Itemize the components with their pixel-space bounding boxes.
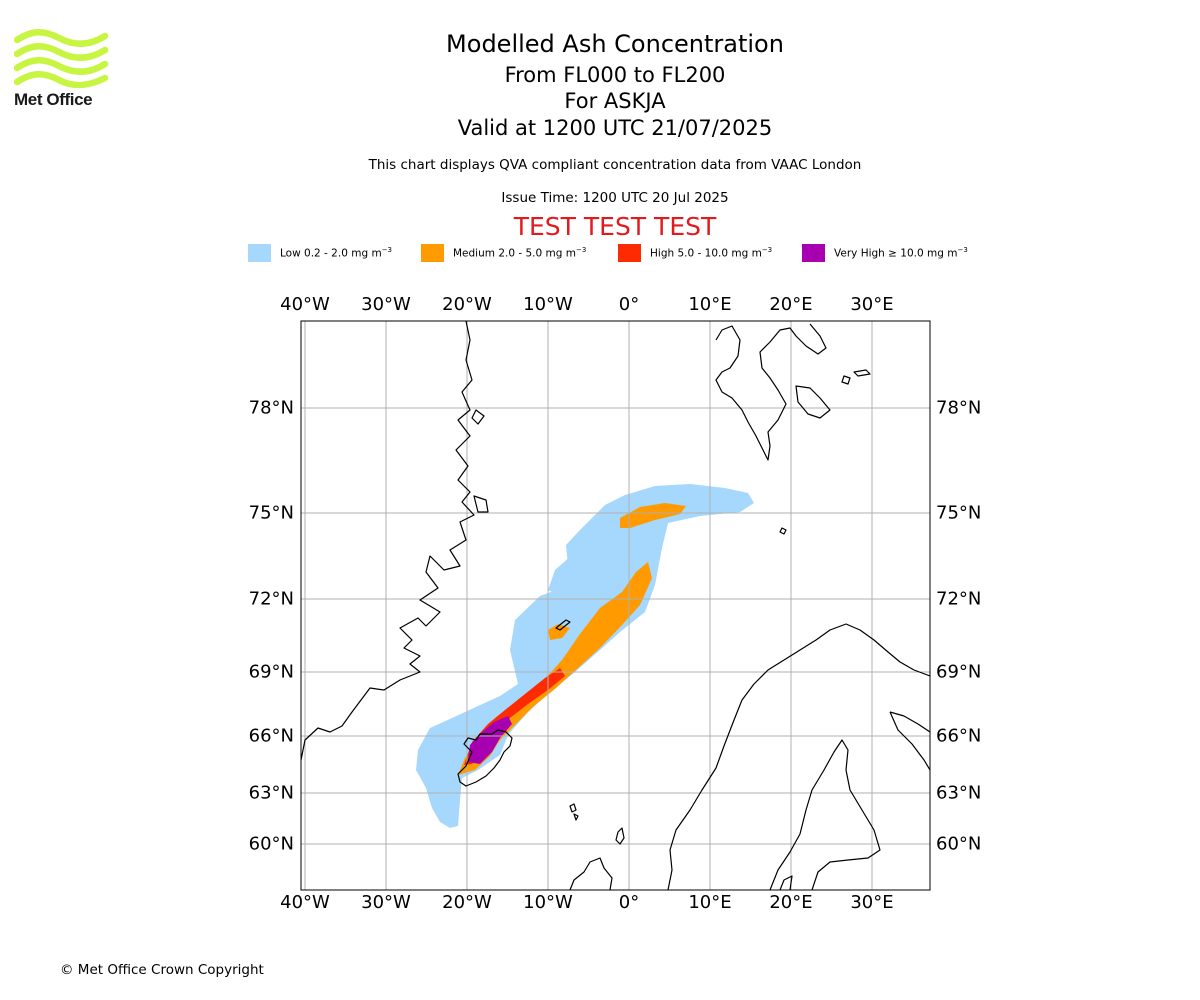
lon-label-bottom: 30°E xyxy=(850,892,894,913)
lat-label-left: 78°N xyxy=(248,397,294,419)
legend-unit-exponent: −3 xyxy=(381,246,393,254)
lon-label-bottom: 10°W xyxy=(523,892,573,913)
coastline-jan-mayen xyxy=(555,619,571,631)
lon-label-bottom: 10°E xyxy=(688,892,732,913)
graticule xyxy=(301,321,930,890)
lat-label-left: 60°N xyxy=(248,833,294,855)
lon-label-bottom: 20°W xyxy=(442,892,492,913)
lon-label-top: 20°W xyxy=(442,294,492,315)
coastline-shetland xyxy=(615,827,625,845)
lon-label-bottom: 20°E xyxy=(769,892,813,913)
legend-label-very-high: Very High ≥ 10.0 mg m xyxy=(834,247,958,260)
lat-label-right: 72°N xyxy=(936,588,982,610)
map-frame xyxy=(300,320,931,891)
flight-level-range: From FL000 to FL200 xyxy=(504,63,726,87)
lon-label-top: 10°E xyxy=(688,294,732,315)
coastline-kola xyxy=(889,711,930,733)
legend-swatch-low xyxy=(248,244,271,262)
legend-label-high: High 5.0 - 10.0 mg m xyxy=(650,247,762,260)
lon-label-top: 20°E xyxy=(769,294,813,315)
logo-wordmark: Met Office xyxy=(14,90,93,109)
lat-label-left: 63°N xyxy=(248,782,294,804)
coastline-iceland xyxy=(457,729,513,787)
lon-label-top: 10°W xyxy=(523,294,573,315)
coastline-scotland xyxy=(569,857,613,890)
legend-label-low: Low 0.2 - 2.0 mg m xyxy=(280,247,382,260)
lat-label-left: 66°N xyxy=(248,725,294,747)
valid-time: Valid at 1200 UTC 21/07/2025 xyxy=(457,116,773,140)
lon-label-top: 30°W xyxy=(361,294,411,315)
lat-label-right: 78°N xyxy=(936,397,982,419)
lat-label-left: 72°N xyxy=(248,588,294,610)
lon-label-top: 40°W xyxy=(280,294,330,315)
coastline-svalbard xyxy=(715,323,827,461)
issue-time: Issue Time: 1200 UTC 20 Jul 2025 xyxy=(501,190,729,206)
lat-label-left: 75°N xyxy=(248,502,294,524)
lat-label-right: 63°N xyxy=(936,782,982,804)
lat-label-right: 60°N xyxy=(936,833,982,855)
copyright-notice: © Met Office Crown Copyright xyxy=(60,962,264,978)
lon-label-top: 30°E xyxy=(850,294,894,315)
lon-label-bottom: 30°W xyxy=(361,892,411,913)
coastline-scandinavia xyxy=(667,623,930,890)
test-banner: TEST TEST TEST xyxy=(513,212,717,241)
lat-label-right: 69°N xyxy=(936,661,982,683)
coastline-greenland xyxy=(301,321,475,761)
ash-medium-contour xyxy=(620,503,686,528)
lon-label-top: 0° xyxy=(618,294,640,315)
legend-unit-exponent: −3 xyxy=(761,246,773,254)
volcano-name: For ASKJA xyxy=(564,89,666,113)
legend-swatch-very-high xyxy=(802,244,825,262)
met-office-waves-icon xyxy=(13,29,109,89)
lon-label-bottom: 40°W xyxy=(280,892,330,913)
ash-low-contour xyxy=(548,545,610,596)
legend-unit-exponent: −3 xyxy=(575,246,587,254)
coastline-gulf-of-bothnia xyxy=(769,739,881,890)
lat-label-right: 75°N xyxy=(936,502,982,524)
legend-swatch-high xyxy=(618,244,641,262)
legend-swatch-medium xyxy=(421,244,444,262)
chart-description: This chart displays QVA compliant concen… xyxy=(368,157,862,173)
coastline-faroe xyxy=(569,803,577,813)
ash-medium-contour xyxy=(548,624,570,640)
met-office-logo: Met Office xyxy=(13,28,110,112)
lat-label-left: 69°N xyxy=(248,661,294,683)
lat-label-right: 66°N xyxy=(936,725,982,747)
coastlines xyxy=(301,321,930,890)
ash-very-high-contour xyxy=(468,716,512,764)
legend-unit-exponent: −3 xyxy=(957,246,968,254)
legend-label-medium: Medium 2.0 - 5.0 mg m xyxy=(453,247,576,260)
chart-title: Modelled Ash Concentration xyxy=(446,30,784,58)
lon-label-bottom: 0° xyxy=(618,892,640,913)
